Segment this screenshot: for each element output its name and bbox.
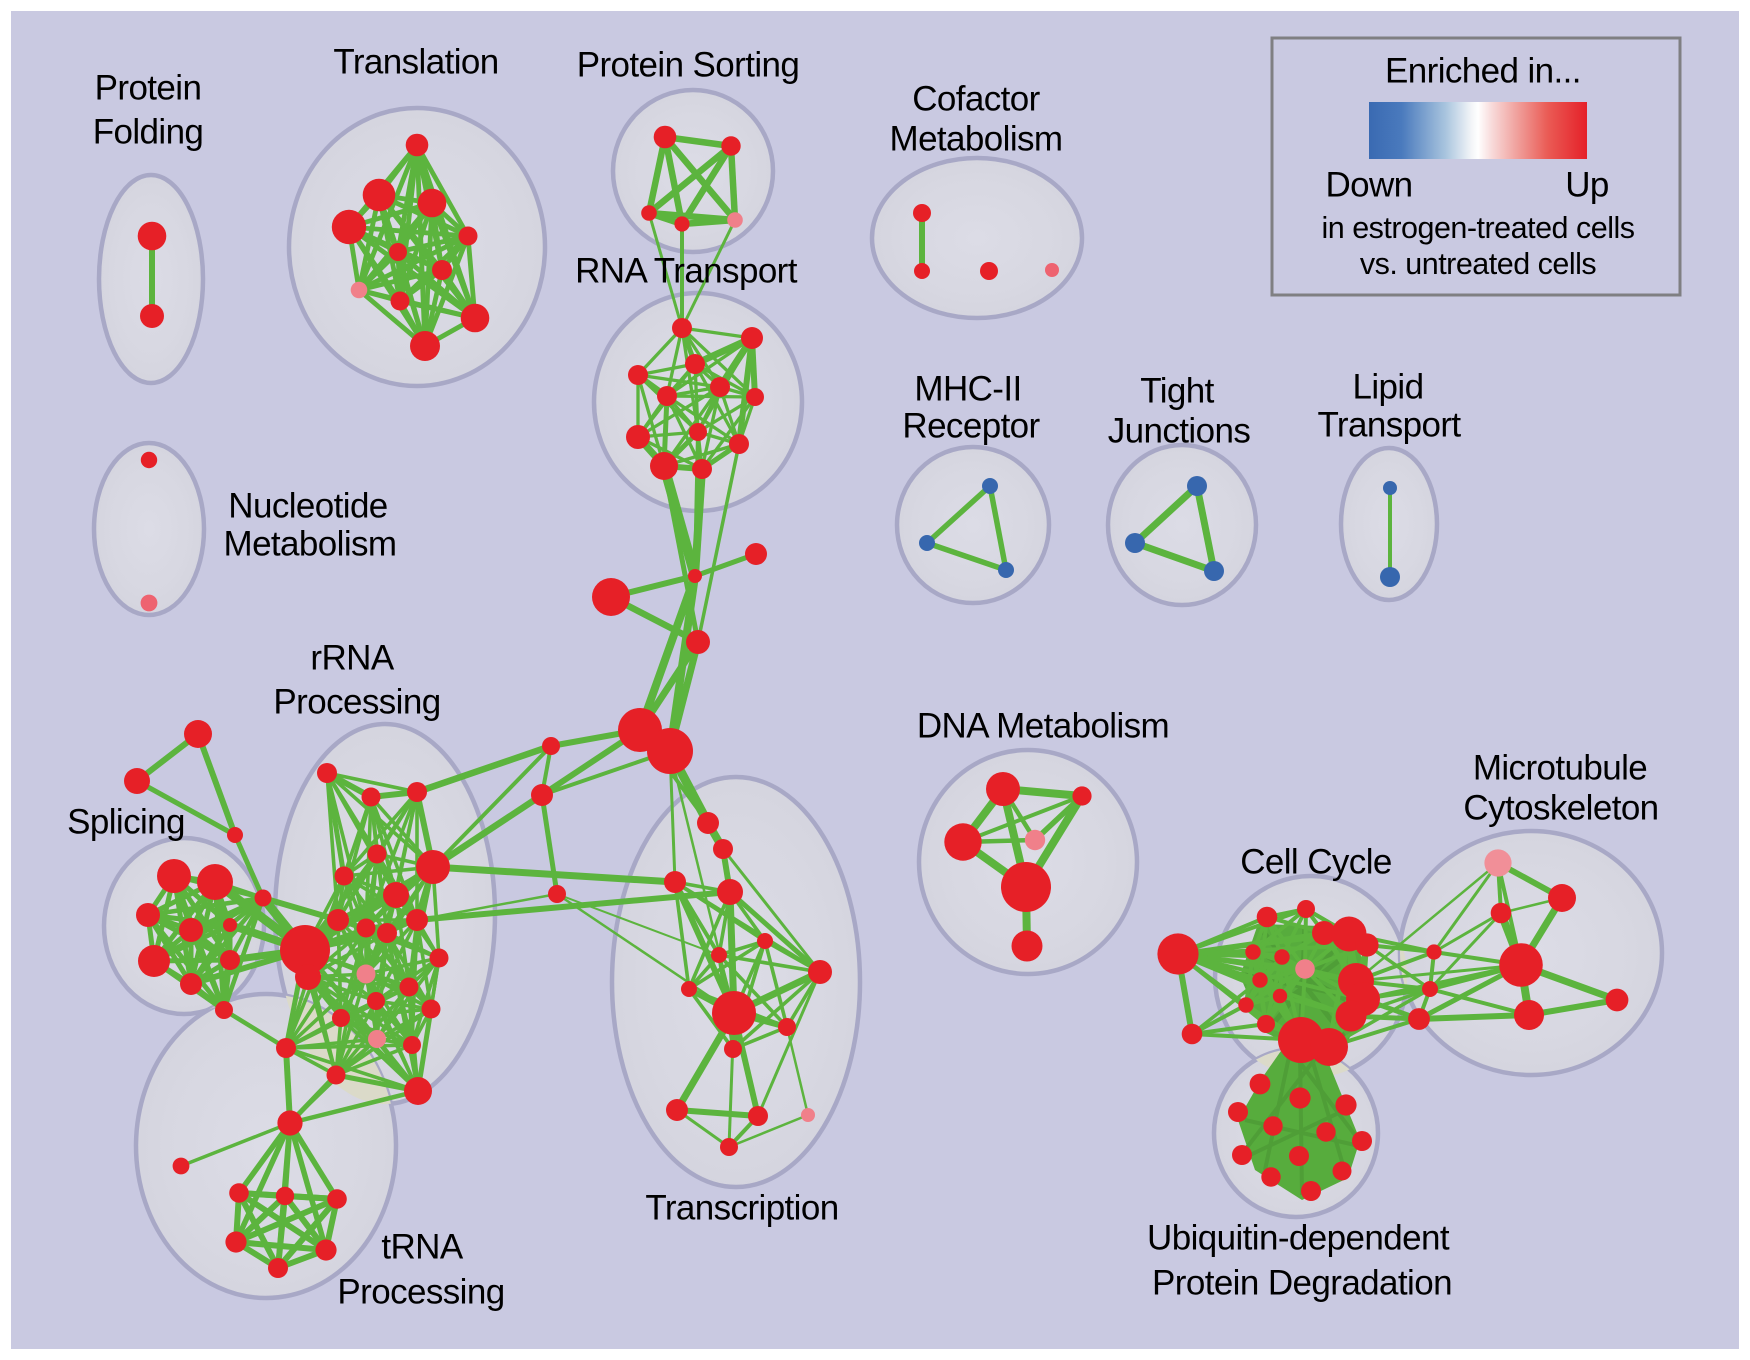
svg-text:DNA Metabolism: DNA Metabolism [917,707,1169,746]
svg-text:Nucleotide: Nucleotide [228,487,387,526]
svg-text:Down: Down [1325,166,1412,205]
svg-text:in estrogen-treated cells: in estrogen-treated cells [1321,211,1634,245]
svg-text:RNA Transport: RNA Transport [575,252,798,291]
svg-text:Up: Up [1565,166,1609,205]
svg-text:Receptor: Receptor [902,407,1040,446]
svg-text:Metabolism: Metabolism [224,525,397,564]
svg-text:Splicing: Splicing [67,803,185,842]
svg-text:Transport: Transport [1317,406,1461,445]
svg-text:rRNA: rRNA [310,639,394,678]
svg-text:Processing: Processing [337,1273,504,1312]
svg-text:Ubiquitin-dependent: Ubiquitin-dependent [1147,1219,1450,1258]
svg-text:MHC-II: MHC-II [914,370,1021,409]
svg-text:Protein: Protein [95,69,202,108]
svg-text:Lipid: Lipid [1353,368,1424,407]
svg-text:Protein Sorting: Protein Sorting [577,46,800,85]
svg-text:tRNA: tRNA [381,1228,463,1267]
svg-text:Processing: Processing [273,683,440,722]
svg-text:Translation: Translation [333,43,498,82]
svg-text:Transcription: Transcription [645,1189,838,1228]
svg-text:Microtubule: Microtubule [1473,749,1647,788]
svg-text:Protein Degradation: Protein Degradation [1152,1264,1452,1303]
svg-text:Cytoskeleton: Cytoskeleton [1463,789,1658,828]
svg-text:Enriched in...: Enriched in... [1385,52,1581,91]
svg-text:Metabolism: Metabolism [890,120,1063,159]
svg-text:Folding: Folding [93,113,204,152]
svg-text:Junctions: Junctions [1108,412,1251,451]
svg-text:Cofactor: Cofactor [912,80,1040,119]
svg-text:Tight: Tight [1140,372,1214,411]
svg-text:Cell Cycle: Cell Cycle [1240,843,1392,882]
svg-text:vs. untreated cells: vs. untreated cells [1360,247,1597,281]
